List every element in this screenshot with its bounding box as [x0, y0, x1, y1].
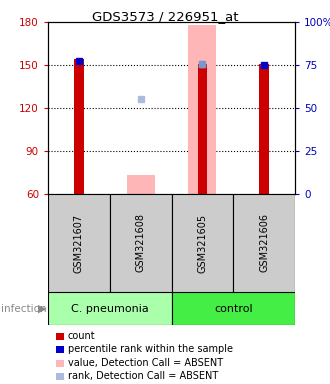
Text: GDS3573 / 226951_at: GDS3573 / 226951_at — [92, 10, 238, 23]
Text: count: count — [68, 331, 96, 341]
Bar — [259, 64, 269, 194]
Text: control: control — [214, 303, 252, 313]
Bar — [188, 25, 216, 194]
Bar — [110, 194, 172, 292]
Bar — [233, 194, 295, 292]
Bar — [74, 59, 83, 194]
Bar — [172, 194, 233, 292]
Text: C. pneumonia: C. pneumonia — [71, 303, 148, 313]
Text: percentile rank within the sample: percentile rank within the sample — [68, 344, 233, 354]
Text: infection: infection — [1, 303, 46, 313]
Text: ▶: ▶ — [38, 303, 47, 313]
Bar — [48, 194, 110, 292]
Text: value, Detection Call = ABSENT: value, Detection Call = ABSENT — [68, 358, 223, 368]
Text: GSM321607: GSM321607 — [74, 214, 84, 273]
Bar — [172, 292, 295, 325]
Bar — [127, 175, 154, 194]
Text: GSM321606: GSM321606 — [259, 214, 269, 273]
Text: rank, Detection Call = ABSENT: rank, Detection Call = ABSENT — [68, 371, 218, 381]
Text: GSM321608: GSM321608 — [136, 214, 146, 273]
Text: GSM321605: GSM321605 — [197, 214, 207, 273]
Bar — [198, 64, 207, 194]
Bar — [48, 292, 172, 325]
